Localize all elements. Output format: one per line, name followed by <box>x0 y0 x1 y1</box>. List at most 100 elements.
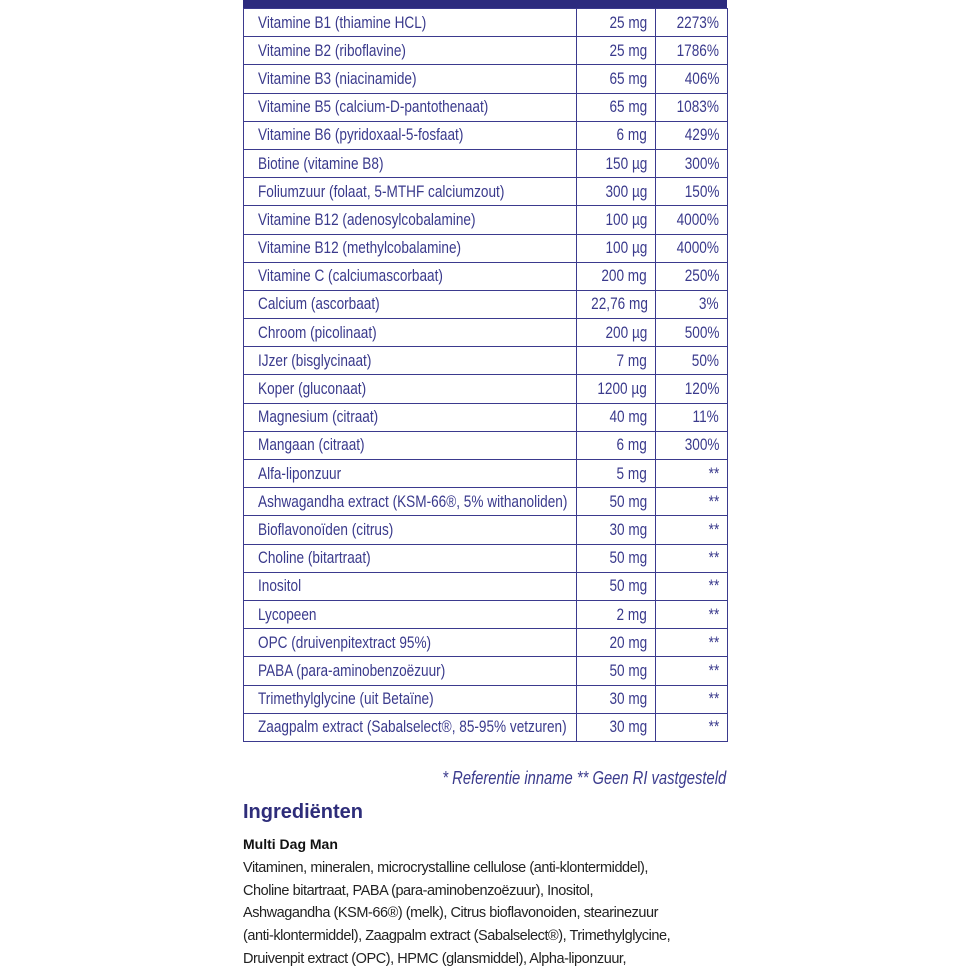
nutrient-amount: 100 µg <box>576 233 656 263</box>
table-row: Koper (gluconaat) 1200 µg 120% <box>243 374 728 404</box>
nutrient-amount-text: 300 µg <box>605 181 647 201</box>
nutrient-name-text: Calcium (ascorbaat) <box>258 294 380 314</box>
nutrient-ri: 1786% <box>655 36 728 66</box>
nutrient-ri: 500% <box>655 318 728 348</box>
nutrient-amount-text: 30 mg <box>609 689 647 709</box>
nutrient-ri-text: 429% <box>684 125 719 145</box>
nutrient-ri: 4000% <box>655 233 728 263</box>
nutrient-amount: 6 mg <box>576 120 656 150</box>
nutrient-ri-text: 300% <box>684 153 719 173</box>
nutrient-ri: ** <box>655 571 728 601</box>
nutrient-amount: 40 mg <box>576 402 656 432</box>
nutrient-amount: 65 mg <box>576 92 656 122</box>
ingredients-text: Vitaminen, mineralen, microcrystalline c… <box>243 857 743 971</box>
table-row: Mangaan (citraat) 6 mg 300% <box>243 430 728 461</box>
nutrient-name-text: Trimethylglycine (uit Betaïne) <box>258 689 434 709</box>
nutrient-amount-text: 65 mg <box>609 68 647 88</box>
nutrient-name: Biotine (vitamine B8) <box>243 148 577 179</box>
nutrient-amount-text: 25 mg <box>609 40 647 60</box>
nutrient-name-text: Bioflavonoïden (citrus) <box>258 519 394 539</box>
nutrient-amount: 150 µg <box>576 148 656 179</box>
nutrient-amount-text: 30 mg <box>609 717 647 737</box>
nutrient-amount-text: 50 mg <box>609 660 647 680</box>
nutrient-ri: ** <box>655 628 728 658</box>
nutrient-name: Vitamine B3 (niacinamide) <box>243 64 577 94</box>
nutrient-ri-text: ** <box>708 660 719 680</box>
nutrient-name-text: Ashwagandha extract (KSM-66®, 5% withano… <box>258 491 568 511</box>
nutrient-ri-text: ** <box>708 632 719 652</box>
nutrient-amount-text: 150 µg <box>605 153 647 173</box>
nutrient-ri: ** <box>655 487 728 517</box>
nutrient-ri: 50% <box>655 346 728 376</box>
table-row: Ashwagandha extract (KSM-66®, 5% withano… <box>243 487 728 517</box>
table-row: Vitamine B3 (niacinamide) 65 mg 406% <box>243 64 728 94</box>
table-row: Inositol 50 mg ** <box>243 571 728 601</box>
nutrient-ri: 300% <box>655 148 728 179</box>
nutrient-amount: 6 mg <box>576 430 656 461</box>
ingredients-line: Choline bitartraat, PABA (para-aminobenz… <box>243 882 594 899</box>
nutrient-name-text: Vitamine B12 (methylcobalamine) <box>258 238 462 258</box>
table-row: Lycopeen 2 mg ** <box>243 599 728 630</box>
nutrient-name: Trimethylglycine (uit Betaïne) <box>243 684 577 714</box>
table-row: Vitamine B6 (pyridoxaal-5-fosfaat) 6 mg 42… <box>243 120 728 150</box>
nutrient-amount: 7 mg <box>576 346 656 376</box>
nutrient-amount-text: 50 mg <box>609 576 647 596</box>
nutrient-name: Calcium (ascorbaat) <box>243 289 577 320</box>
nutrient-ri-text: 150% <box>684 181 719 201</box>
table-row: Foliumzuur (folaat, 5-MTHF calciumzout) 3… <box>243 177 728 207</box>
nutrient-ri: 300% <box>655 430 728 461</box>
nutrient-name-text: IJzer (bisglycinaat) <box>258 350 372 370</box>
nutrient-name: Zaagpalm extract (Sabalselect®, 85-95% v… <box>243 712 577 742</box>
nutrient-ri-text: 406% <box>684 68 719 88</box>
nutrient-amount-text: 22,76 mg <box>591 294 648 314</box>
nutrient-amount-text: 30 mg <box>609 519 647 539</box>
nutrient-name: Vitamine B1 (thiamine HCL) <box>243 7 577 38</box>
nutrient-ri: ** <box>655 656 728 686</box>
nutrient-ri: 250% <box>655 261 728 291</box>
nutrient-name-text: Biotine (vitamine B8) <box>258 153 384 173</box>
nutrient-name-text: Vitamine B5 (calcium-D-pantothenaat) <box>258 97 489 117</box>
nutrient-amount: 22,76 mg <box>576 289 656 320</box>
nutrient-ri: 429% <box>655 120 728 150</box>
table-row: IJzer (bisglycinaat) 7 mg 50% <box>243 346 728 376</box>
nutrient-ri-text: ** <box>708 463 719 483</box>
table-row: Vitamine B1 (thiamine HCL) 25 mg 2273% <box>243 7 728 38</box>
ingredients-line: Druivenpit extract (OPC), HPMC (glansmid… <box>243 950 627 967</box>
nutrient-amount-text: 50 mg <box>609 548 647 568</box>
nutrient-ri: 2273% <box>655 7 728 38</box>
nutrient-ri-text: 300% <box>684 435 719 455</box>
nutrient-amount: 50 mg <box>576 487 656 517</box>
nutrition-table: Vitamine B1 (thiamine HCL) 25 mg 2273% Vita… <box>243 7 728 742</box>
nutrient-name-text: Vitamine B12 (adenosylcobalamine) <box>258 209 476 229</box>
nutrient-ri-text: 50% <box>691 350 719 370</box>
nutrient-name: PABA (para-aminobenzoëzuur) <box>243 656 577 686</box>
nutrient-amount: 200 µg <box>576 318 656 348</box>
nutrient-ri-text: 1786% <box>676 40 719 60</box>
nutrient-name-text: Lycopeen <box>258 604 317 624</box>
nutrient-name: Vitamine B2 (riboflavine) <box>243 36 577 66</box>
nutrient-ri-text: ** <box>708 548 719 568</box>
nutrient-amount: 30 mg <box>576 515 656 545</box>
nutrient-name-text: Vitamine B2 (riboflavine) <box>258 40 406 60</box>
nutrient-ri: 4000% <box>655 205 728 235</box>
nutrient-amount-text: 2 mg <box>616 604 647 624</box>
nutrient-name: Vitamine B12 (adenosylcobalamine) <box>243 205 577 235</box>
nutrient-name: Choline (bitartraat) <box>243 543 577 573</box>
table-header-bar <box>243 0 727 8</box>
nutrient-ri: 120% <box>655 374 728 404</box>
ingredients-line: (anti-klontermiddel), Zaagpalm extract (… <box>243 928 671 945</box>
nutrient-name-text: Magnesium (citraat) <box>258 407 379 427</box>
nutrient-ri-text: ** <box>708 576 719 596</box>
nutrient-amount-text: 100 µg <box>605 209 647 229</box>
nutrient-name: Bioflavonoïden (citrus) <box>243 515 577 545</box>
table-row: Magnesium (citraat) 40 mg 11% <box>243 402 728 432</box>
nutrient-ri: ** <box>655 599 728 630</box>
nutrient-ri: ** <box>655 712 728 742</box>
nutrient-name: Foliumzuur (folaat, 5-MTHF calciumzout) <box>243 177 577 207</box>
nutrient-ri-text: 3% <box>699 294 719 314</box>
nutrient-amount: 300 µg <box>576 177 656 207</box>
nutrient-amount: 50 mg <box>576 656 656 686</box>
nutrient-amount: 25 mg <box>576 36 656 66</box>
table-row: Zaagpalm extract (Sabalselect®, 85-95% v… <box>243 712 728 742</box>
nutrient-amount: 2 mg <box>576 599 656 630</box>
